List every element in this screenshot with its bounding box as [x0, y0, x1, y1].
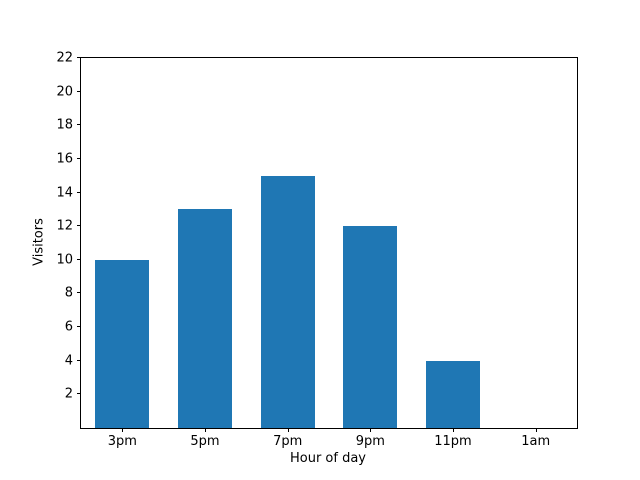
x-tick-mark [205, 428, 206, 432]
y-tick-label: 18 [56, 117, 73, 133]
x-tick-label: 7pm [273, 434, 303, 449]
y-tick-label: 22 [56, 50, 73, 66]
plot-area: 2 4 6 8 10 12 14 16 18 20 22 3pm 5pm 7pm 9pm 11pm 1am [56, 52, 578, 448]
x-axis-title: Hour of day [289, 451, 367, 466]
x-tick-mark [453, 428, 454, 432]
x-tick-mark [535, 428, 537, 432]
y-tick-mark [77, 157, 81, 159]
x-tick-mark [287, 428, 289, 432]
y-tick-label: 16 [56, 151, 73, 167]
y-tick-label: 4 [64, 353, 73, 369]
y-tick-mark [77, 359, 81, 361]
y-tick-mark [77, 124, 81, 126]
y-tick-mark [77, 225, 81, 227]
bar [426, 360, 480, 428]
x-tick-mark [370, 428, 372, 432]
y-tick-mark [77, 258, 81, 260]
x-tick-mark [122, 428, 124, 432]
y-tick-mark [77, 191, 81, 193]
x-tick-label: 1am [521, 434, 551, 449]
bar [95, 259, 150, 428]
y-tick-label: 2 [64, 386, 73, 402]
y-tick-label: 8 [64, 285, 73, 301]
y-tick-label: 6 [64, 319, 73, 335]
y-tick-mark [77, 90, 81, 92]
x-tick-label: 5pm [190, 434, 220, 449]
y-tick-mark [77, 292, 81, 294]
y-tick-label: 12 [56, 218, 73, 234]
y-tick-label: 10 [56, 252, 73, 268]
y-tick-mark [77, 326, 81, 328]
y-axis-title: Visitors [31, 218, 47, 266]
x-tick-label: 11pm [434, 434, 472, 449]
bar [178, 209, 232, 428]
x-tick-label: 3pm [107, 434, 137, 449]
bar [260, 175, 315, 428]
x-tick-label: 9pm [355, 434, 385, 449]
y-tick-mark [77, 393, 81, 395]
bar [343, 226, 398, 428]
y-tick-label: 14 [56, 185, 73, 201]
y-tick-label: 20 [56, 84, 73, 100]
y-tick-mark [77, 57, 81, 58]
